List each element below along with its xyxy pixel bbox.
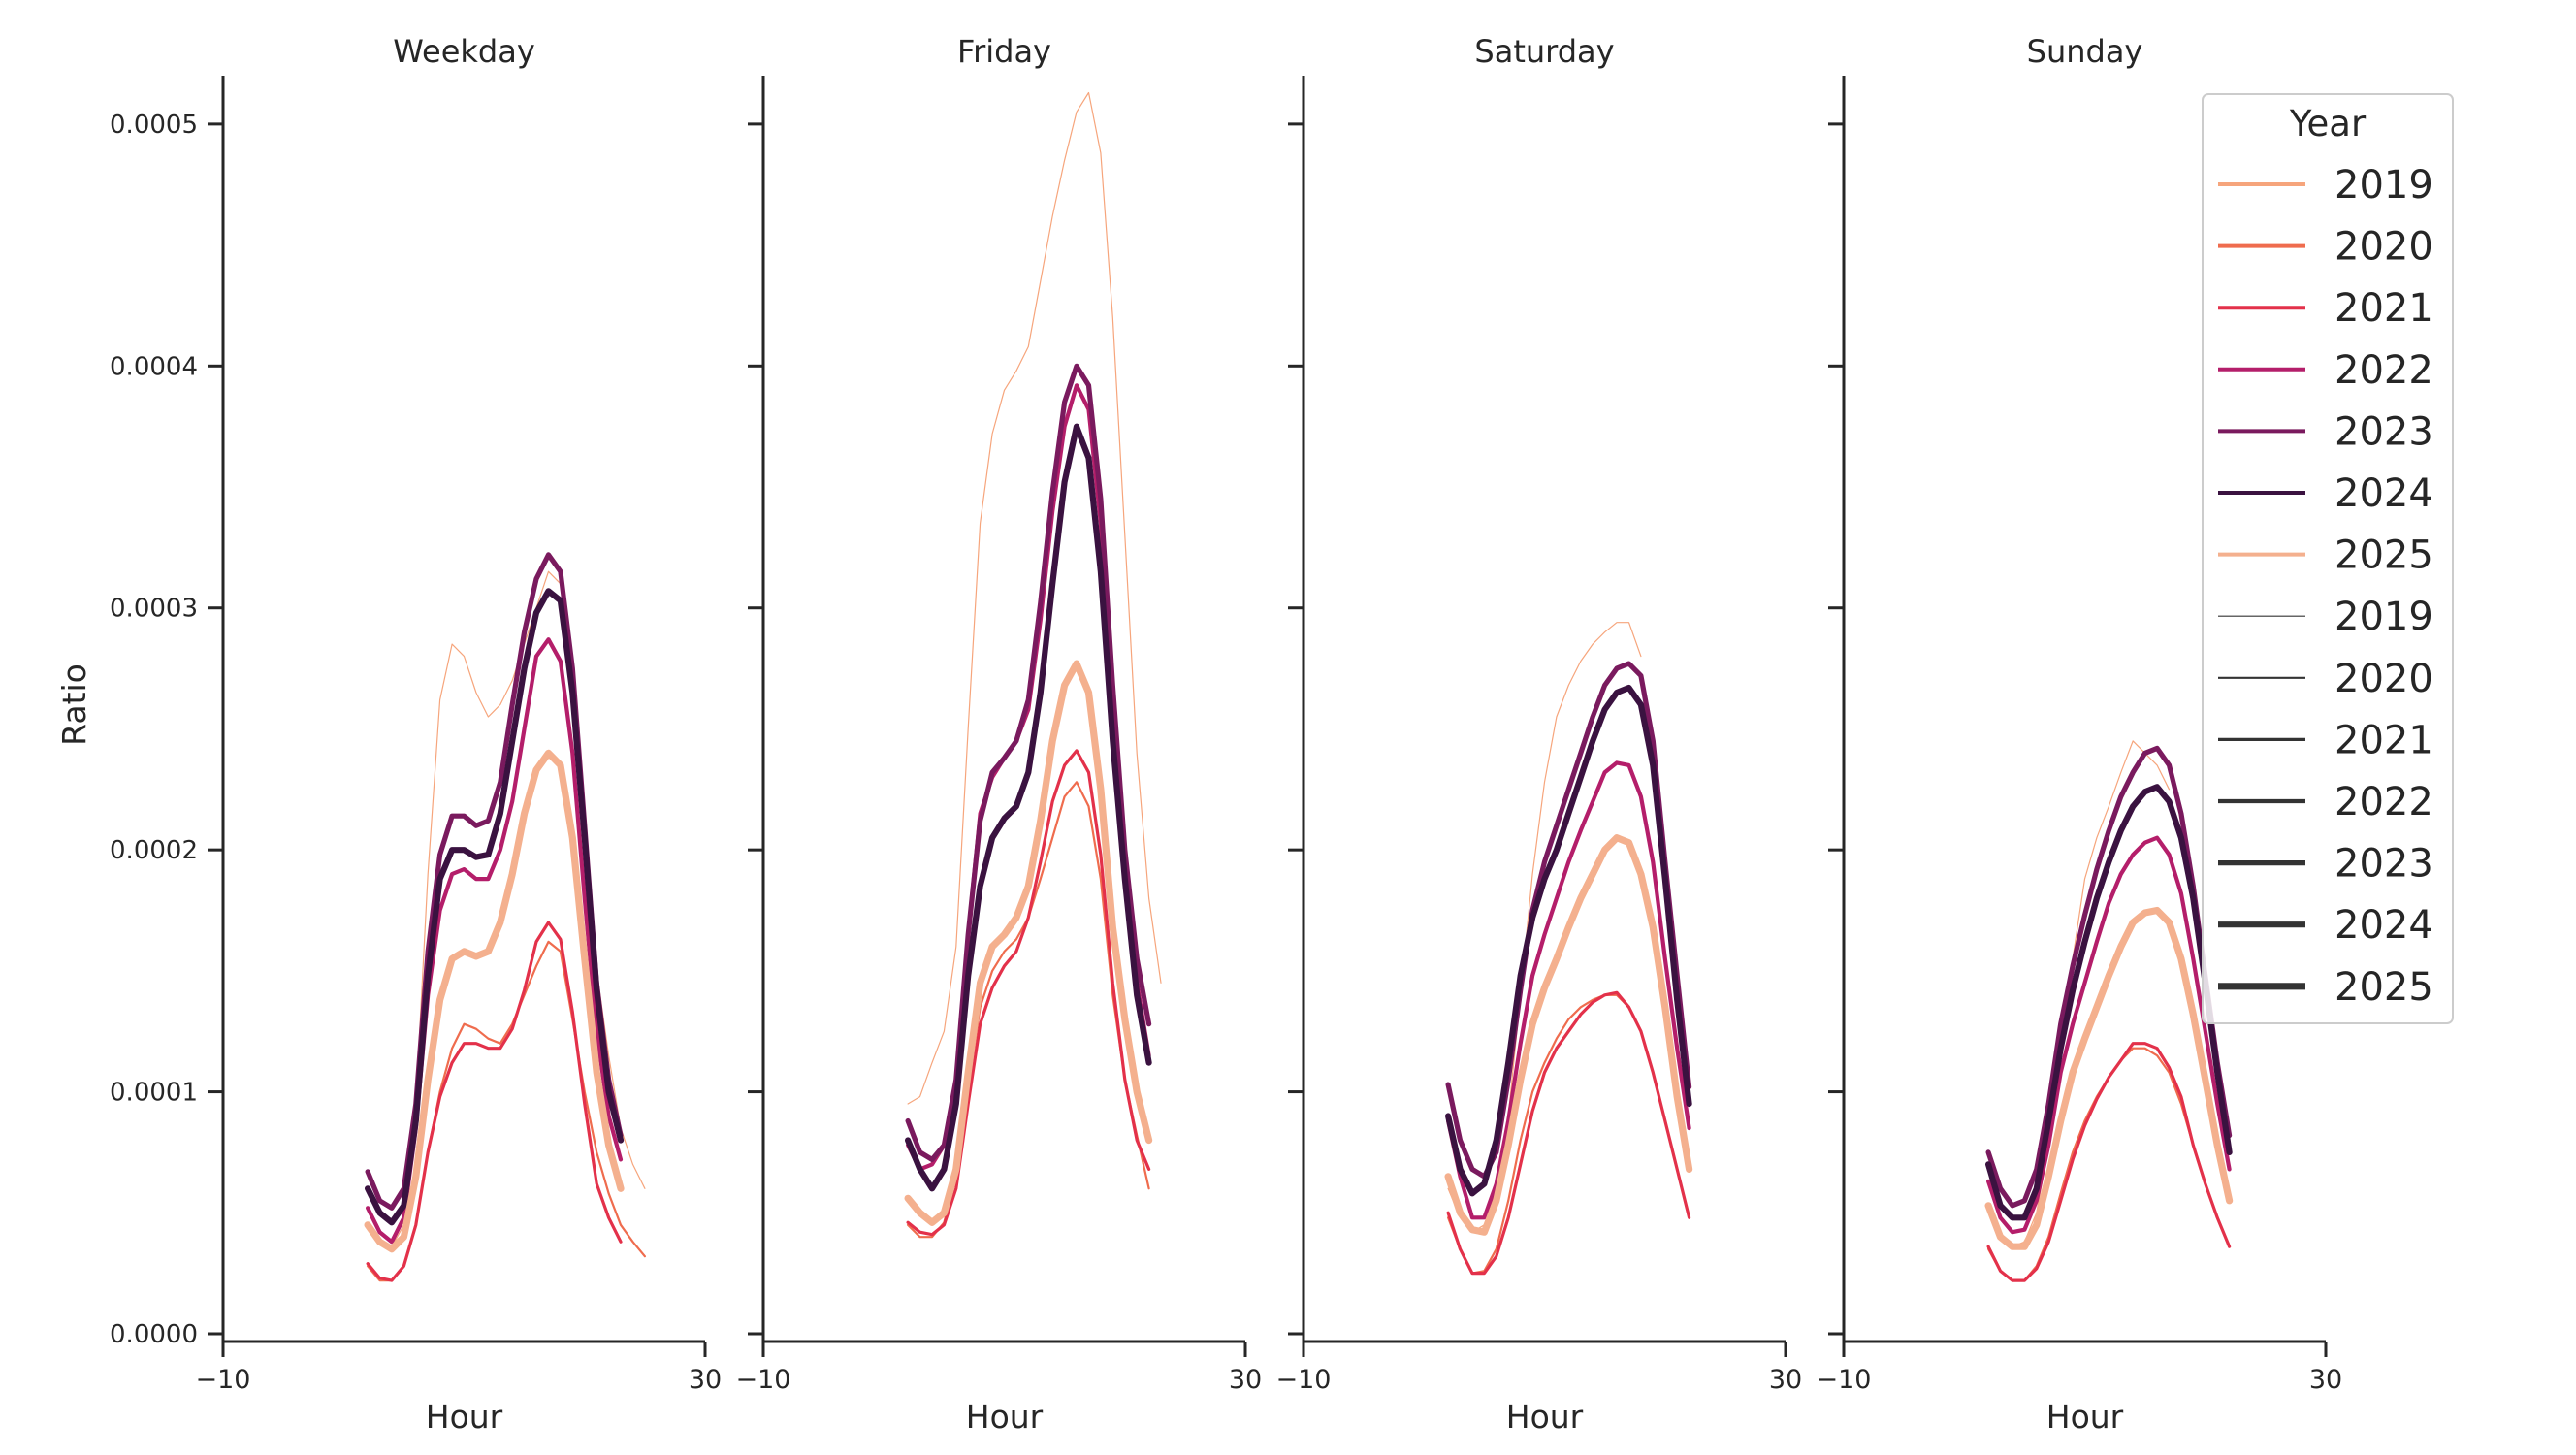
panel-title: Weekday (393, 33, 535, 70)
legend-label: 2022 (2334, 780, 2433, 824)
legend-label: 2021 (2334, 286, 2433, 331)
legend-title: Year (2289, 103, 2367, 145)
y-tick-label: 0.0000 (110, 1320, 198, 1349)
y-tick-label: 0.0004 (110, 352, 198, 381)
series-line-2025 (904, 660, 1153, 1226)
x-tick-label: −10 (1276, 1365, 1332, 1395)
legend-label: 2020 (2334, 225, 2433, 270)
legend-label: 2025 (2334, 965, 2433, 1010)
series-line-2025 (364, 749, 625, 1253)
series-line-2022 (1986, 835, 2232, 1235)
panel-friday: Friday −10 30 Hour (736, 33, 1263, 1436)
series-line-2023 (1985, 745, 2233, 1209)
series-line-2021 (366, 921, 623, 1282)
x-tick-label: 30 (689, 1365, 722, 1395)
legend-label: 2025 (2334, 534, 2433, 578)
panel-saturday: Saturday −10 30 Hour (1276, 33, 1803, 1436)
x-tick-label: 30 (1769, 1365, 1802, 1395)
y-tick-label: 0.0001 (110, 1079, 198, 1108)
x-axis-label: Hour (2046, 1398, 2124, 1436)
series-line-2019 (1987, 740, 2171, 1247)
x-tick-label: 30 (1229, 1365, 1262, 1395)
y-tick-label: 0.0002 (110, 836, 198, 865)
x-tick-label: −10 (736, 1365, 791, 1395)
legend-label: 2019 (2334, 163, 2433, 208)
panel-title: Saturday (1474, 33, 1614, 70)
legend-label: 2022 (2334, 348, 2433, 393)
x-tick-label: −10 (196, 1365, 251, 1395)
series-line-2021 (1986, 1042, 2232, 1282)
series-line-2024 (1985, 784, 2233, 1221)
panel-title: Sunday (2027, 33, 2143, 70)
legend-label: 2023 (2334, 409, 2433, 454)
series-line-2023 (905, 363, 1152, 1163)
x-axis-label: Hour (1506, 1398, 1584, 1436)
legend-label: 2021 (2334, 718, 2433, 762)
panel-weekday: Weekday 0.0000 0.0001 0.0002 0.0003 0.0004 0.0… (110, 33, 722, 1436)
series-line-2025 (1984, 906, 2234, 1250)
x-axis-label: Hour (966, 1398, 1044, 1436)
legend-label: 2023 (2334, 842, 2433, 887)
x-axis-label: Hour (426, 1398, 503, 1436)
legend-label: 2020 (2334, 657, 2433, 701)
series-line-2024 (904, 423, 1152, 1192)
series-line-2021 (906, 749, 1151, 1237)
series-line-2022 (1445, 760, 1691, 1220)
panel-sunday: Sunday −10 30 Hour (1817, 33, 2343, 1436)
legend-label: 2019 (2334, 595, 2433, 639)
series-line-2019 (907, 91, 1162, 1105)
series-line-2024 (1444, 684, 1692, 1197)
legend-box (2202, 93, 2454, 1024)
y-axis-label: Ratio (55, 663, 93, 746)
panel-title: Friday (957, 33, 1051, 70)
legend-label: 2024 (2334, 903, 2433, 948)
series-line-2019 (1447, 622, 1642, 1233)
x-tick-label: 30 (2309, 1365, 2342, 1395)
y-tick-label: 0.0003 (110, 595, 198, 624)
series-line-2024 (365, 588, 625, 1226)
series-line-2021 (1446, 990, 1691, 1276)
legend: Year 2019 2020 2021 2022 2023 2024 2025 2019 2020… (2202, 93, 2454, 1024)
legend-label: 2024 (2334, 471, 2433, 516)
y-tick-label: 0.0005 (110, 111, 198, 140)
series-line-2025 (1444, 834, 1693, 1236)
x-tick-label: −10 (1817, 1365, 1872, 1395)
